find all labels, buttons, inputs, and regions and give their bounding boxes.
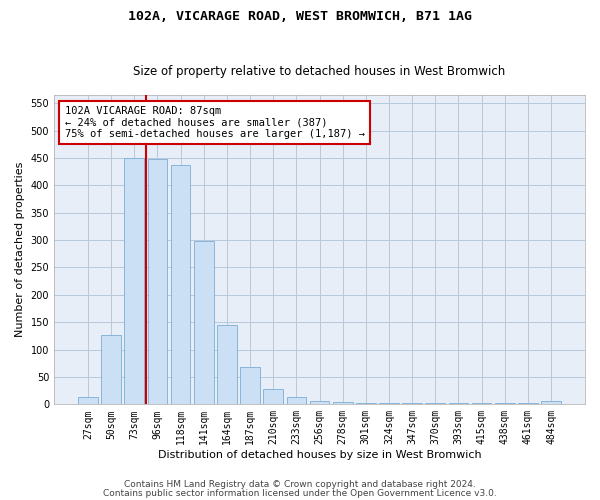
- Bar: [495, 403, 515, 404]
- Bar: [356, 402, 376, 404]
- Bar: [124, 158, 144, 404]
- Bar: [263, 389, 283, 404]
- Bar: [240, 367, 260, 405]
- Bar: [148, 159, 167, 404]
- Bar: [333, 402, 353, 404]
- Bar: [541, 400, 561, 404]
- Bar: [101, 336, 121, 404]
- Text: 102A VICARAGE ROAD: 87sqm
← 24% of detached houses are smaller (387)
75% of semi: 102A VICARAGE ROAD: 87sqm ← 24% of detac…: [65, 106, 365, 139]
- Bar: [287, 396, 306, 404]
- X-axis label: Distribution of detached houses by size in West Bromwich: Distribution of detached houses by size …: [158, 450, 481, 460]
- Bar: [472, 403, 491, 404]
- Bar: [194, 241, 214, 404]
- Bar: [379, 403, 399, 404]
- Bar: [402, 403, 422, 404]
- Bar: [449, 403, 468, 404]
- Bar: [310, 400, 329, 404]
- Text: Contains public sector information licensed under the Open Government Licence v3: Contains public sector information licen…: [103, 488, 497, 498]
- Bar: [78, 396, 98, 404]
- Bar: [425, 403, 445, 404]
- Y-axis label: Number of detached properties: Number of detached properties: [15, 162, 25, 338]
- Title: Size of property relative to detached houses in West Bromwich: Size of property relative to detached ho…: [133, 66, 506, 78]
- Text: 102A, VICARAGE ROAD, WEST BROMWICH, B71 1AG: 102A, VICARAGE ROAD, WEST BROMWICH, B71 …: [128, 10, 472, 23]
- Text: Contains HM Land Registry data © Crown copyright and database right 2024.: Contains HM Land Registry data © Crown c…: [124, 480, 476, 489]
- Bar: [518, 403, 538, 404]
- Bar: [171, 165, 190, 404]
- Bar: [217, 325, 237, 404]
